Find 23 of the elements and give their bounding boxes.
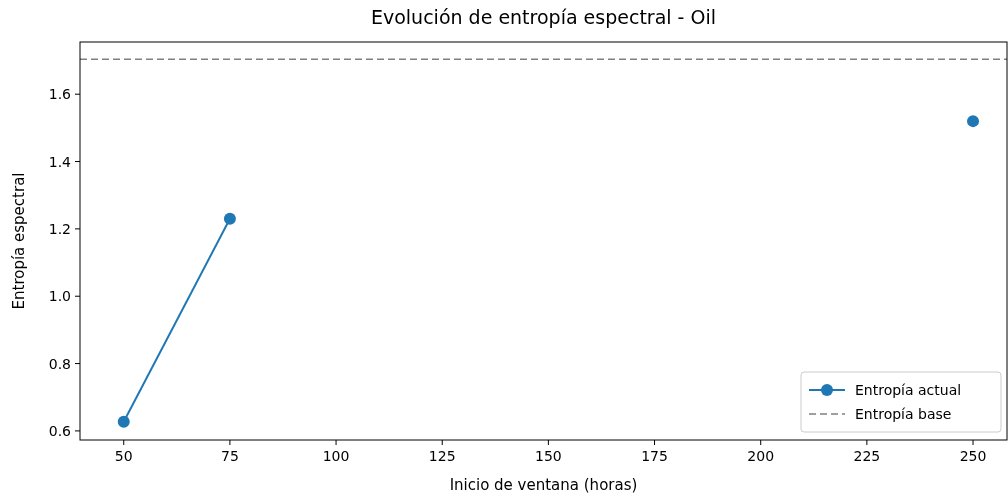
x-tick-label: 150 <box>535 448 562 464</box>
x-tick-label: 250 <box>959 448 987 464</box>
point <box>967 115 980 128</box>
x-tick-label: 225 <box>853 448 881 464</box>
x-axis-title: Inicio de ventana (horas) <box>449 476 638 494</box>
chart-title: Evolución de entropía espectral - Oil <box>370 6 717 28</box>
x-tick-label: 100 <box>322 448 350 464</box>
legend-label: Entropía actual <box>855 382 962 398</box>
y-tick-label: 0.6 <box>48 422 72 439</box>
y-tick-label: 1.0 <box>48 288 71 305</box>
x-tick-label: 175 <box>641 448 668 464</box>
point <box>223 212 236 225</box>
y-tick-label: 1.4 <box>48 153 72 170</box>
x-tick-label: 50 <box>114 448 133 464</box>
x-tick-label: 75 <box>220 448 239 464</box>
point <box>117 415 130 428</box>
legend-label: Entropía base <box>855 406 952 422</box>
x-tick-label: 200 <box>747 448 775 464</box>
x-tick-label: 125 <box>428 448 456 464</box>
y-tick-label: 1.2 <box>48 220 71 237</box>
y-tick-label: 0.8 <box>48 355 71 372</box>
y-axis-title: Entropía espectral <box>10 172 28 310</box>
y-tick-label: 1.6 <box>48 86 72 103</box>
